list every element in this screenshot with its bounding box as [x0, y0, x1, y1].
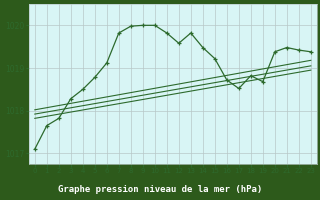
Text: Graphe pression niveau de la mer (hPa): Graphe pression niveau de la mer (hPa)	[58, 186, 262, 194]
